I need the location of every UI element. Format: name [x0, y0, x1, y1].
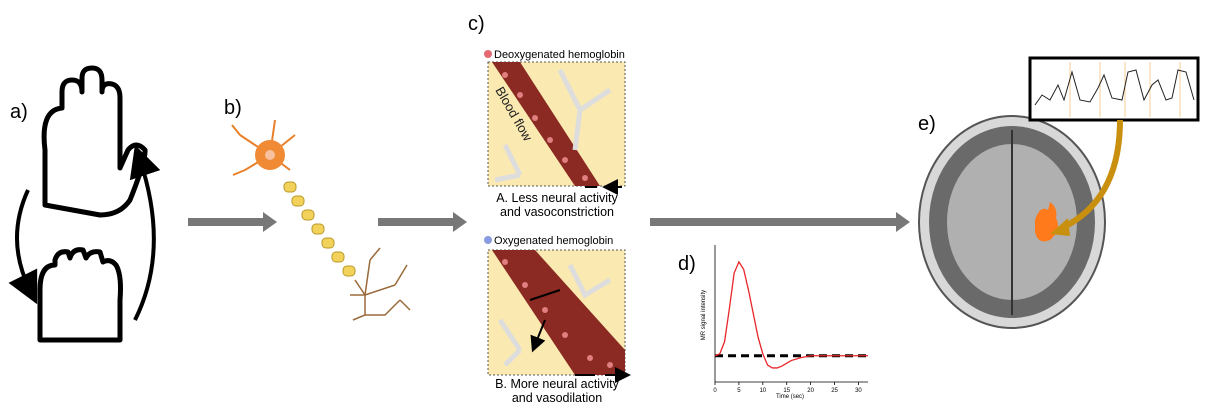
x-tick-label: 10 — [759, 388, 766, 394]
hrf-plot: MR signal intensity Time (sec) 0 5 10 15 20 2… — [701, 245, 868, 400]
neuron — [231, 119, 411, 321]
panel-bottom: Oxygenated hemoglobin B. More neural act… — [484, 235, 625, 403]
caption-a-1: A. Less neural activity — [496, 191, 618, 205]
x-tick-label: 30 — [855, 388, 862, 394]
label-a: a) — [10, 101, 28, 123]
label-b: b) — [224, 97, 242, 119]
caption-b-2: and vasodilation — [512, 391, 602, 403]
brain — [918, 56, 1200, 329]
legend-oxy: Oxygenated hemoglobin — [494, 235, 613, 247]
panel-top: Deoxygenated hemoglobin Blood flow A. Le… — [484, 49, 626, 219]
x-axis-label: Time (sec) — [776, 394, 804, 400]
x-tick-label: 15 — [783, 388, 790, 394]
y-axis-label: MR signal intensity — [701, 290, 707, 340]
hrf-curve — [714, 260, 868, 369]
label-e: e) — [918, 113, 936, 135]
x-tick-label: 0 — [713, 388, 717, 394]
flow-arrows — [188, 212, 910, 232]
label-d: d) — [678, 253, 696, 275]
x-tick-label: 20 — [807, 388, 814, 394]
legend-deoxy: Deoxygenated hemoglobin — [494, 49, 625, 61]
label-c: c) — [468, 13, 485, 35]
caption-a-2: and vasoconstriction — [500, 205, 614, 219]
x-tick-label: 5 — [737, 388, 741, 394]
hands — [37, 65, 148, 343]
cycle-arrows — [8, 144, 161, 321]
x-tick-label: 25 — [831, 388, 838, 394]
caption-b-1: B. More neural activity — [495, 377, 619, 391]
